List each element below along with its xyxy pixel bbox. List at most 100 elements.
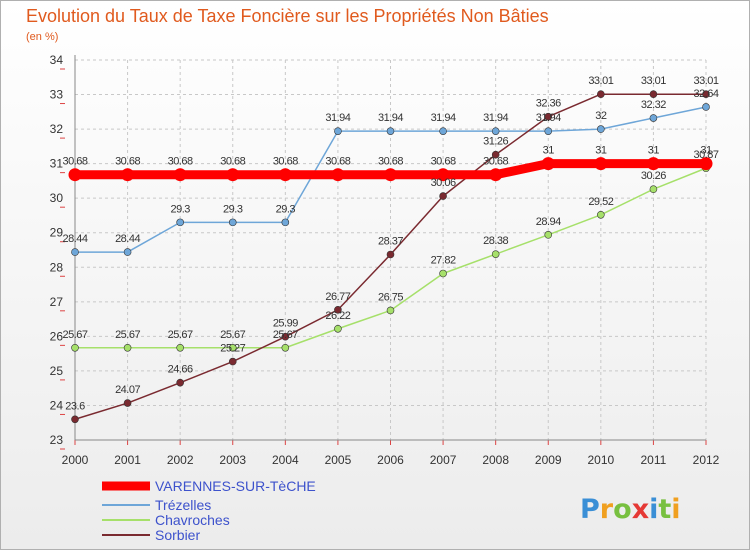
point-0-2003 bbox=[226, 168, 240, 182]
legend-label-0: VARENNES-SUR-TèCHE bbox=[155, 478, 316, 494]
point-2-2004 bbox=[281, 343, 290, 352]
label-3-2001: 24.07 bbox=[115, 384, 140, 396]
point-1-2002 bbox=[176, 218, 184, 227]
label-2-2000: 25.67 bbox=[62, 329, 87, 341]
x-tick-2012: 2012 bbox=[693, 453, 720, 467]
point-0-2002 bbox=[173, 168, 187, 182]
logo-letter-0: P bbox=[580, 494, 600, 525]
point-3-2004 bbox=[281, 332, 290, 341]
label-2-2011: 30.26 bbox=[641, 170, 666, 182]
label-0-2001: 30.68 bbox=[115, 156, 140, 168]
label-0-2000: 30.68 bbox=[62, 156, 87, 168]
label-1-2005: 31.94 bbox=[325, 112, 350, 124]
label-2-2008: 28.38 bbox=[483, 235, 508, 247]
label-2-2012: 30.87 bbox=[693, 149, 718, 161]
point-3-2012 bbox=[702, 90, 710, 98]
point-1-2009 bbox=[544, 127, 553, 135]
point-1-2006 bbox=[386, 127, 395, 135]
x-tick-2009: 2009 bbox=[535, 453, 562, 467]
label-3-2004: 25.99 bbox=[273, 318, 298, 330]
x-tick-2006: 2006 bbox=[377, 453, 404, 467]
point-2-2005 bbox=[334, 324, 342, 333]
point-3-2003 bbox=[228, 357, 237, 366]
point-0-2009 bbox=[541, 157, 555, 171]
label-3-2008: 31.26 bbox=[483, 136, 508, 148]
label-1-2008: 31.94 bbox=[483, 112, 508, 124]
label-3-2006: 28.37 bbox=[378, 235, 403, 247]
y-tick-26: 26 bbox=[50, 329, 64, 343]
legend-label-2: Chavroches bbox=[155, 512, 230, 528]
label-3-2010: 33.01 bbox=[588, 75, 613, 87]
series-group bbox=[68, 90, 713, 424]
x-tick-2003: 2003 bbox=[219, 453, 246, 467]
y-tick-33: 33 bbox=[50, 88, 64, 102]
y-tick-34: 34 bbox=[50, 53, 64, 67]
label-0-2009: 31 bbox=[543, 145, 555, 157]
label-0-2012: 31 bbox=[700, 145, 712, 157]
label-0-2004: 30.68 bbox=[273, 156, 298, 168]
point-2-2008 bbox=[491, 250, 500, 258]
point-2-2003 bbox=[228, 343, 237, 352]
point-2-2007 bbox=[439, 269, 447, 278]
label-1-2001: 28.44 bbox=[115, 233, 140, 245]
point-2-2000 bbox=[71, 343, 79, 352]
data-labels: 30.68 30.68 30.68 30.68 30.68 30.68 30.68 30.68… bbox=[62, 75, 719, 412]
point-0-2006 bbox=[384, 168, 397, 182]
point-3-2002 bbox=[176, 378, 184, 387]
point-0-2004 bbox=[278, 168, 292, 182]
legend-label-1: Trézelles bbox=[155, 497, 211, 513]
label-1-2010: 32 bbox=[595, 110, 607, 122]
legend: VARENNES-SUR-TèCHE TrézellesChavrochesSor… bbox=[102, 478, 316, 543]
label-2-2004: 25.67 bbox=[273, 329, 298, 341]
label-1-2004: 29.3 bbox=[276, 203, 296, 215]
point-3-2000 bbox=[71, 415, 79, 424]
label-3-2003: 25.27 bbox=[220, 343, 245, 355]
label-1-2002: 29.3 bbox=[170, 203, 190, 215]
point-2-2009 bbox=[544, 231, 553, 239]
axes: 23 24 25 26 27 28 29 30 31 32 33 34 2000 2001 2002 2003… bbox=[50, 53, 720, 467]
chart-subtitle: (en %) bbox=[26, 31, 58, 43]
point-1-2007 bbox=[439, 127, 447, 135]
label-2-2005: 26.22 bbox=[325, 310, 350, 322]
x-tick-2002: 2002 bbox=[167, 453, 194, 467]
label-2-2009: 28.94 bbox=[536, 216, 561, 228]
label-1-2003: 29.3 bbox=[223, 203, 243, 215]
point-2-2001 bbox=[123, 343, 132, 352]
point-0-2012 bbox=[699, 157, 713, 171]
y-tick-23: 23 bbox=[50, 433, 64, 447]
label-1-2000: 28.44 bbox=[62, 233, 87, 245]
logo-letter-4: i bbox=[649, 494, 658, 525]
label-1-2012: 32.64 bbox=[693, 88, 718, 100]
x-tick-2005: 2005 bbox=[325, 453, 352, 467]
label-0-2010: 31 bbox=[595, 145, 607, 157]
chart-title: Evolution du Taux de Taxe Foncière sur l… bbox=[26, 6, 549, 26]
point-1-2011 bbox=[649, 114, 658, 122]
y-tick-29: 29 bbox=[50, 226, 64, 240]
point-3-2006 bbox=[386, 250, 395, 259]
label-2-2010: 29.52 bbox=[588, 196, 613, 208]
logo-letter-6: i bbox=[671, 494, 680, 525]
point-1-2000 bbox=[71, 248, 79, 256]
y-tick-28: 28 bbox=[50, 260, 64, 274]
point-0-2005 bbox=[331, 168, 345, 182]
point-1-2003 bbox=[228, 218, 237, 227]
label-0-2008: 30.68 bbox=[483, 156, 508, 168]
point-1-2008 bbox=[491, 127, 500, 135]
y-tick-32: 32 bbox=[50, 122, 64, 136]
x-tick-2010: 2010 bbox=[587, 453, 614, 467]
point-3-2001 bbox=[123, 399, 132, 407]
legend-label-3: Sorbier bbox=[155, 527, 200, 543]
label-3-2005: 26.77 bbox=[325, 291, 350, 303]
point-2-2006 bbox=[386, 306, 395, 315]
logo-letter-2: o bbox=[613, 494, 632, 525]
logo-letter-1: r bbox=[600, 494, 614, 525]
label-1-2006: 31.94 bbox=[378, 112, 403, 124]
logo-letter-3: x bbox=[632, 494, 649, 525]
x-tick-2004: 2004 bbox=[272, 453, 299, 467]
point-3-2007 bbox=[439, 192, 447, 200]
point-3-2011 bbox=[649, 90, 658, 98]
point-3-2010 bbox=[597, 90, 605, 98]
label-0-2011: 31 bbox=[648, 145, 660, 157]
label-3-2002: 24.66 bbox=[168, 364, 193, 376]
x-tick-2001: 2001 bbox=[114, 453, 141, 467]
